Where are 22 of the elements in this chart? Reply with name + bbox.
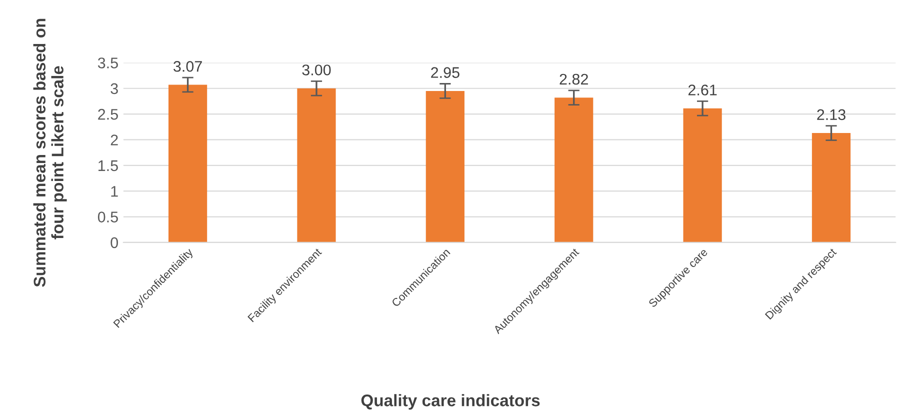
bar	[168, 84, 208, 242]
y-tick-label: 0.5	[98, 212, 118, 222]
bar	[554, 98, 594, 242]
y-tick-label: 2	[110, 134, 118, 146]
data-label: 2.61	[688, 84, 717, 96]
data-label: 2.95	[431, 67, 460, 78]
y-tick-label: 2.5	[98, 108, 118, 120]
data-label: 2.13	[817, 109, 846, 120]
bar	[683, 108, 722, 242]
y-tick-label: 3	[110, 83, 118, 94]
bar	[297, 88, 336, 242]
data-label: 3.07	[174, 60, 202, 72]
bar	[812, 133, 851, 242]
bar	[426, 90, 464, 242]
y-axis-title: Summated mean scores based on four point Likert scale	[33, 18, 67, 287]
y-tick-label: 3.5	[98, 58, 118, 68]
data-label: 3.00	[302, 64, 331, 76]
y-tick-label: 1	[111, 186, 118, 197]
y-tick-label: 1.5	[98, 160, 118, 172]
data-label: 2.82	[560, 74, 588, 85]
y-tick-label: 0	[110, 237, 118, 248]
x-axis-title: Quality care indicators	[361, 394, 540, 410]
